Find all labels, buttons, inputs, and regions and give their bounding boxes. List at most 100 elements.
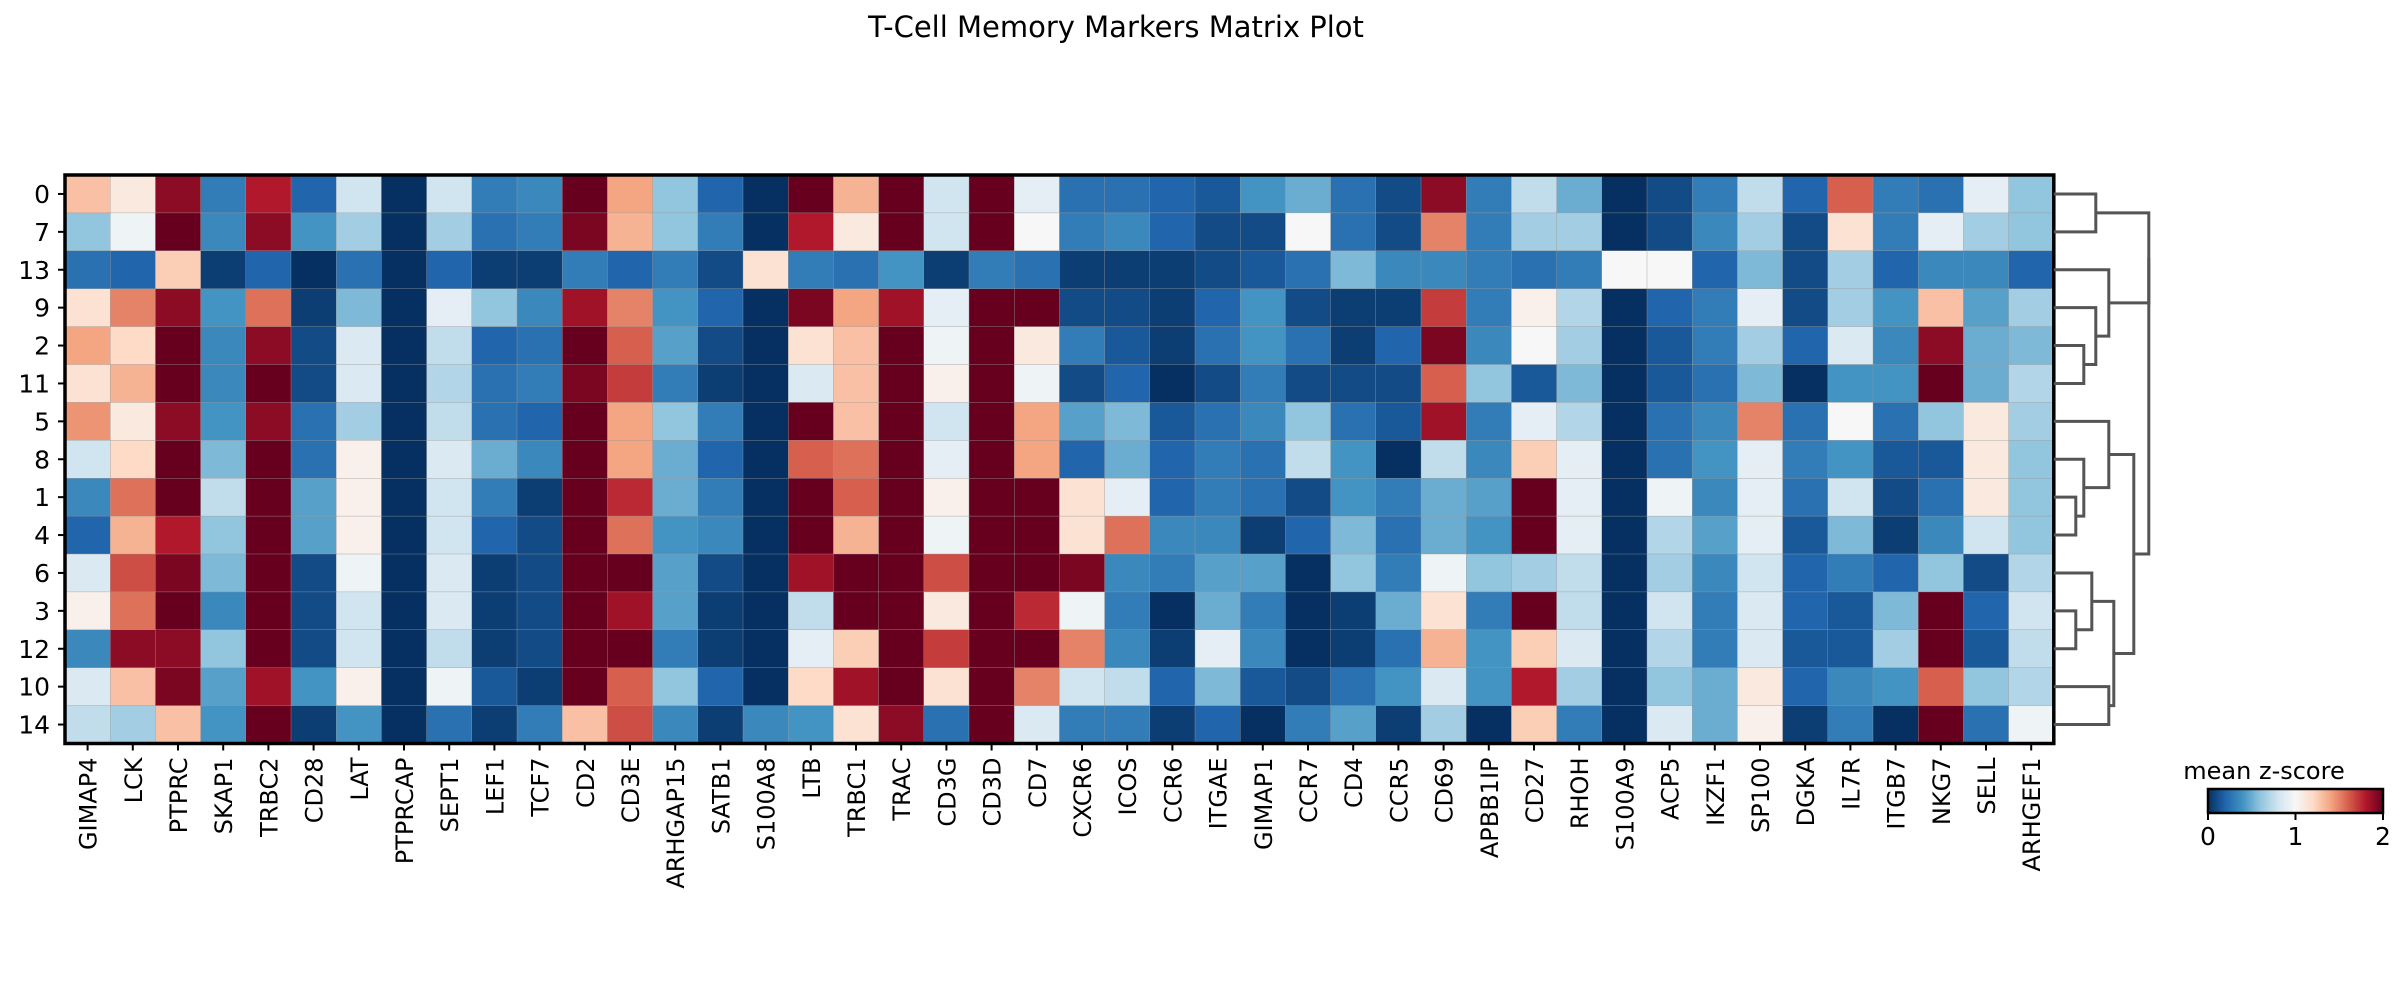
heatmap-cell xyxy=(1194,250,1241,290)
heatmap-cell xyxy=(1646,478,1693,517)
column-label: APBB1IP xyxy=(1476,758,1504,859)
heatmap-cell xyxy=(1872,515,1919,555)
heatmap-cell xyxy=(607,515,654,555)
heatmap-cell xyxy=(155,553,202,593)
heatmap-cell xyxy=(200,402,247,441)
heatmap-cell xyxy=(1646,364,1693,404)
heatmap-cell xyxy=(336,402,383,441)
heatmap-cell xyxy=(1556,705,1603,745)
heatmap-cell xyxy=(697,553,744,593)
heatmap-cell xyxy=(562,667,609,707)
heatmap-cell xyxy=(923,250,970,290)
heatmap-cell xyxy=(1330,174,1377,214)
heatmap-cell xyxy=(878,174,925,214)
heatmap-cell xyxy=(1014,440,1061,479)
heatmap-cell xyxy=(1375,705,1422,745)
row-label: 8 xyxy=(34,445,50,474)
heatmap-cell xyxy=(788,288,835,328)
heatmap-cell xyxy=(1194,364,1241,404)
heatmap-cell xyxy=(652,440,699,479)
heatmap-cell xyxy=(968,440,1015,479)
heatmap-cell xyxy=(833,212,880,252)
heatmap-cell xyxy=(968,288,1015,328)
heatmap-cell xyxy=(64,667,111,707)
heatmap-cell xyxy=(1737,591,1784,631)
heatmap-cell xyxy=(742,288,789,328)
heatmap-cell xyxy=(562,478,609,517)
heatmap-cell xyxy=(109,629,157,669)
heatmap-cell xyxy=(1104,174,1151,214)
heatmap-cell xyxy=(788,478,835,517)
heatmap-cell xyxy=(155,174,202,214)
heatmap-cell xyxy=(1691,288,1739,328)
heatmap-cell xyxy=(1511,364,1558,404)
heatmap-cell xyxy=(1601,402,1648,441)
column-label: CD69 xyxy=(1431,758,1459,824)
heatmap-cell xyxy=(1511,288,1558,328)
heatmap-cell xyxy=(1239,212,1287,252)
heatmap-cell xyxy=(1465,553,1513,593)
heatmap-cell xyxy=(200,212,247,252)
heatmap-cell xyxy=(1511,478,1558,517)
heatmap-cell xyxy=(1465,174,1513,214)
heatmap-cell xyxy=(607,705,654,745)
heatmap-cell xyxy=(336,478,383,517)
heatmap-cell xyxy=(471,705,518,745)
heatmap-cell xyxy=(290,364,337,404)
heatmap-cell xyxy=(1239,553,1287,593)
heatmap-cell xyxy=(1059,705,1106,745)
heatmap-cell xyxy=(1737,705,1784,745)
heatmap-cell xyxy=(200,629,247,669)
heatmap-cell xyxy=(426,478,473,517)
heatmap-cell xyxy=(923,553,970,593)
heatmap-cell xyxy=(1420,478,1467,517)
heatmap-cell xyxy=(516,515,563,555)
heatmap-cell xyxy=(381,553,428,593)
heatmap-cell xyxy=(200,326,247,366)
heatmap-cell xyxy=(1691,629,1739,669)
heatmap-cell xyxy=(516,629,563,669)
heatmap-cell xyxy=(1601,364,1648,404)
heatmap-cell xyxy=(1330,440,1377,479)
heatmap-cell xyxy=(1104,402,1151,441)
heatmap-cell xyxy=(1872,174,1919,214)
heatmap-cells xyxy=(64,174,2055,745)
heatmap-cell xyxy=(1375,212,1422,252)
heatmap-cell xyxy=(109,667,157,707)
heatmap-cell xyxy=(1511,553,1558,593)
heatmap-cell xyxy=(1465,364,1513,404)
heatmap-cell xyxy=(607,440,654,479)
heatmap-cell xyxy=(1827,288,1874,328)
heatmap-cell xyxy=(1917,478,1965,517)
heatmap-cell xyxy=(1149,515,1196,555)
heatmap-cell xyxy=(426,515,473,555)
heatmap-cell xyxy=(1104,705,1151,745)
heatmap-cell xyxy=(788,515,835,555)
heatmap-cell xyxy=(426,288,473,328)
row-label: 12 xyxy=(18,635,50,664)
heatmap-cell xyxy=(1601,174,1648,214)
heatmap-cell xyxy=(652,515,699,555)
heatmap-cell xyxy=(516,288,563,328)
heatmap-cell xyxy=(1465,250,1513,290)
heatmap-cell xyxy=(968,478,1015,517)
heatmap-cell xyxy=(109,364,157,404)
heatmap-cell xyxy=(290,478,337,517)
heatmap-cell xyxy=(336,629,383,669)
heatmap-cell xyxy=(833,402,880,441)
heatmap-cell xyxy=(1782,250,1829,290)
heatmap-cell xyxy=(878,515,925,555)
heatmap-cell xyxy=(1691,478,1739,517)
heatmap-cell xyxy=(1420,326,1467,366)
heatmap-cell xyxy=(1239,440,1287,479)
heatmap-cell xyxy=(1149,705,1196,745)
heatmap-cell xyxy=(1556,553,1603,593)
heatmap-cell xyxy=(968,515,1015,555)
heatmap-cell xyxy=(697,440,744,479)
heatmap-cell xyxy=(968,174,1015,214)
heatmap-cell xyxy=(155,667,202,707)
heatmap-cell xyxy=(200,174,247,214)
heatmap-cell xyxy=(878,478,925,517)
heatmap-cell xyxy=(1827,174,1874,214)
